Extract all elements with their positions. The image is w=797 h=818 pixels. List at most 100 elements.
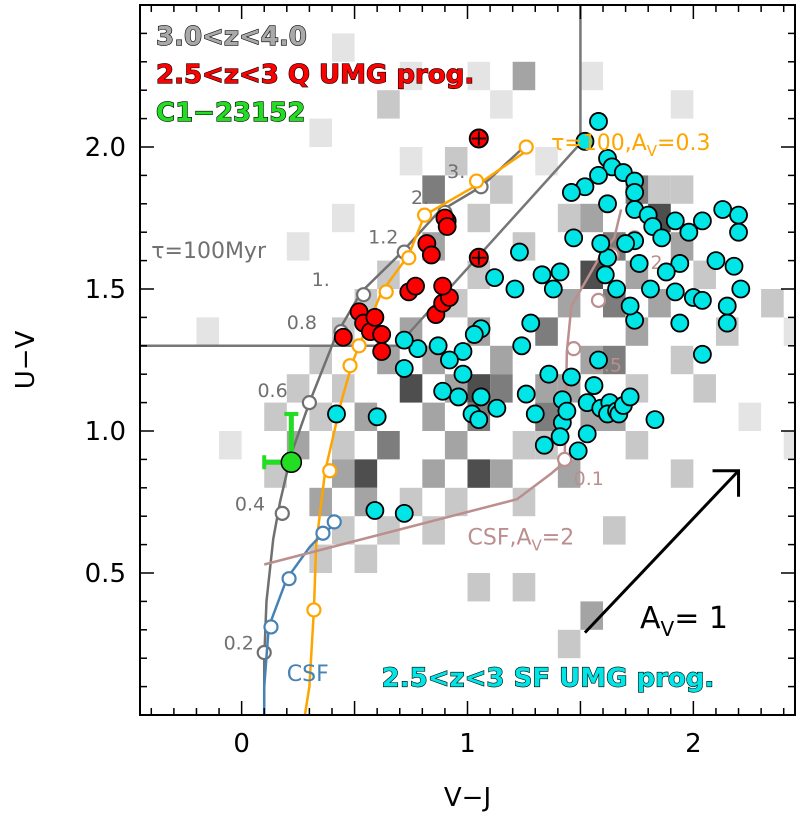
point-star-forming [717,296,737,316]
density-cell [286,374,310,403]
point-star-forming [469,410,489,430]
point-star-forming [561,367,581,387]
track-marker [315,525,331,541]
point-star-forming [616,234,636,253]
track-age-label: 0.8 [287,312,317,334]
legend-entry: 2.5<z<3 Q UMG prog. [156,60,474,90]
density-cell [625,431,649,460]
density-cell [535,317,558,346]
x-axis-title: V−J [444,783,491,813]
point-star-forming [670,313,690,333]
density-cell [331,374,355,403]
track-marker [378,284,394,300]
point-star-forming [589,350,608,370]
density-grid [196,33,795,659]
density-cell [399,147,423,176]
density-cell [399,374,423,403]
density-cell [444,431,468,460]
point-star-forming [625,183,645,202]
density-cell [490,175,513,204]
x-tick-label: 1 [459,729,476,759]
density-cell [377,516,400,545]
point-star-forming [550,262,570,282]
point-star-forming [440,350,459,370]
density-cell [354,459,378,488]
density-cell [580,61,604,91]
track-age-label: 3. [447,161,465,183]
legend-entry: 3.0<z<4.0 [156,22,307,52]
density-cell [377,431,400,460]
density-cell [467,573,491,602]
density-cell [512,573,536,602]
density-cell [286,232,310,261]
density-cell [512,431,536,460]
annotation-label: τ=100Myr [151,239,267,264]
point-star-forming [433,381,453,401]
density-cell [331,203,355,233]
track-marker [326,514,342,530]
track-marker [256,644,272,661]
track-marker [306,602,322,618]
point-star-forming [577,424,597,444]
point-star-forming [428,336,448,356]
density-cell [738,402,762,431]
track-marker [518,139,534,155]
point-quiescent [372,342,392,361]
track-age-label: 0.4 [235,494,265,516]
point-star-forming [731,279,751,299]
density-cell [264,459,287,488]
track-age-label: 0.1 [574,468,604,490]
density-cell [422,402,445,431]
density-cell [490,459,513,488]
density-cell [670,175,694,204]
point-quiescent [365,307,385,327]
data-points [262,112,751,523]
density-cell [331,33,355,62]
point-star-forming [561,183,581,202]
point-star-forming [453,364,473,384]
y-axis-title: U−V [11,330,41,389]
density-cell [309,345,332,375]
density-cell [377,90,400,119]
track-age-label: 1.2 [368,227,398,249]
point-star-forming [394,359,414,378]
point-star-forming [679,222,699,242]
point-star-forming [532,265,552,285]
y-tick-label: 0.5 [85,559,126,589]
density-cell [444,147,468,176]
point-star-forming [464,325,484,344]
annotation-label: τ=100,AV=0.3 [551,131,710,160]
density-cell [693,374,716,403]
point-star-forming [645,410,665,430]
track-marker [356,287,372,303]
density-cell [512,487,536,517]
density-cell [670,345,694,375]
reddening-arrow-shaft [583,469,740,634]
track-age-label: 1. [312,269,330,291]
point-quiescent [406,276,425,296]
density-cell [331,431,355,460]
point-star-forming [394,330,414,350]
point-quiescent [437,217,457,236]
density-cell [648,175,671,204]
track-marker [274,505,290,521]
point-star-forming [568,441,588,461]
point-star-forming [589,112,608,131]
track-marker [468,173,485,189]
model-tracks: 0.20.40.60.81.1.22.3.0.10.52. [224,139,669,715]
point-star-forming [408,339,428,359]
y-tick-label: 2.0 [85,133,126,163]
point-star-forming [525,404,545,424]
point-star-forming [485,268,505,288]
annotation-label: CSF,AV=2 [468,526,575,555]
density-cell [354,544,378,573]
point-star-forming [729,205,748,225]
track-marker [342,358,358,374]
density-cell [512,61,536,91]
density-cell [422,175,445,204]
selection-boundary [140,5,582,348]
density-cell [467,260,491,289]
density-cell [219,431,242,460]
annotations: τ=100Myr τ=100,AV=0.3 CSF CSF,AV=2 2.5<z<3 S… [151,131,715,694]
